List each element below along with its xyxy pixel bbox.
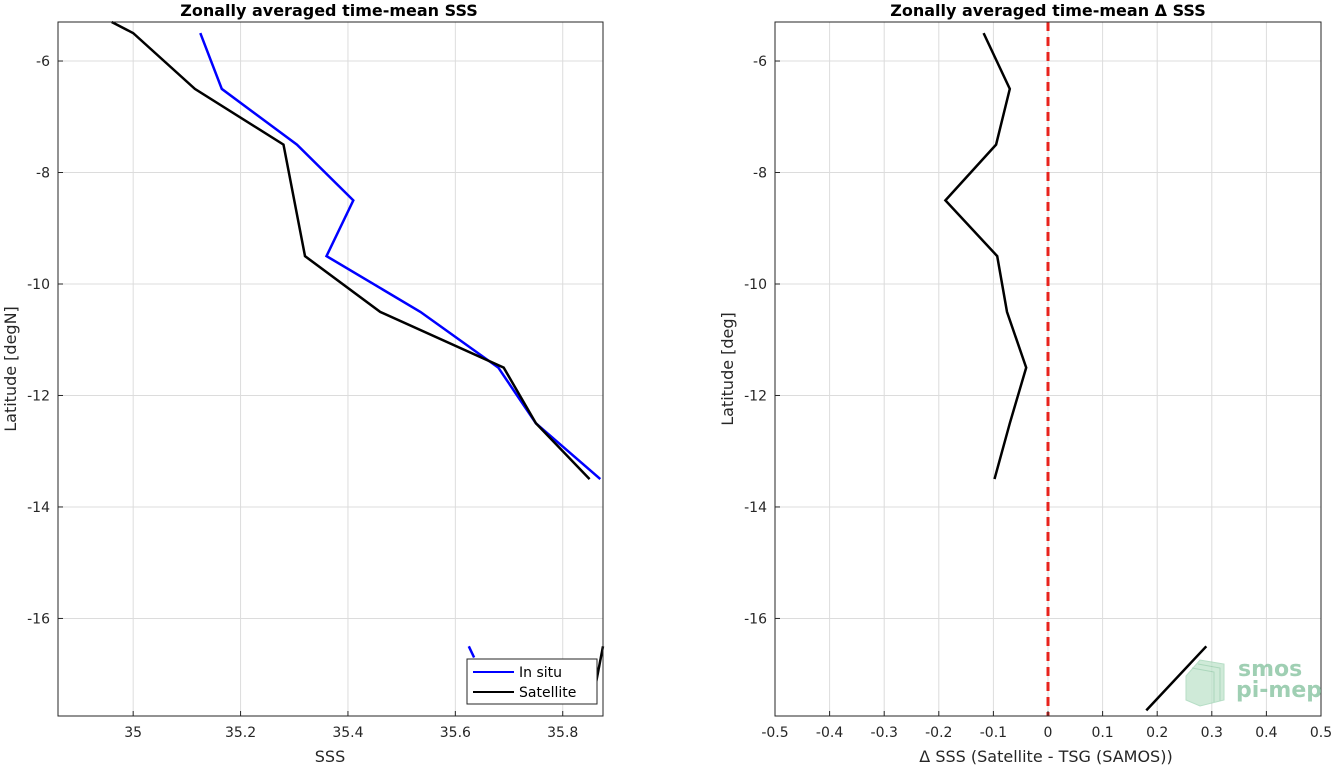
logo-line1: smos [1238, 657, 1302, 682]
delta-sss-x-tick-label: -0.2 [925, 725, 952, 741]
delta-sss-x-tick-label: -0.4 [816, 725, 843, 741]
delta-sss-x-tick-label: 0.5 [1310, 725, 1332, 741]
delta-sss-x-axis-label: Δ SSS (Satellite - TSG (SAMOS)) [919, 747, 1172, 765]
sss-series-satellite-line [111, 20, 591, 480]
sss-y-tick-label: -14 [27, 500, 50, 516]
sss-series-layer [111, 20, 605, 703]
delta-sss-ticks: -0.5 -0.4 -0.3 -0.2 -0.1 0 0.1 0.2 0.3 0.4 0.5 -6 -8… [744, 54, 1332, 741]
delta-sss-series-delta-line [943, 32, 1028, 480]
delta-sss-y-tick-label: -10 [744, 277, 767, 293]
delta-sss-x-tick-label: -0.1 [980, 725, 1007, 741]
legend-box [466, 658, 598, 705]
sss-y-tick-label: -12 [27, 388, 50, 404]
sss-ticks: 35 35.2 35.4 35.6 35.8 -6 -8 -10 -12 -14 -16 [27, 54, 578, 741]
legend-satellite-label: Satellite [519, 685, 576, 701]
sss-x-tick-label: 35.2 [225, 725, 256, 741]
delta-sss-x-tick-label: -0.5 [761, 725, 788, 741]
delta-sss-y-tick-label: -8 [753, 166, 767, 182]
delta-sss-series-delta-line [1145, 645, 1208, 712]
delta-sss-y-axis-label: Latitude [deg] [718, 312, 737, 426]
delta-sss-y-tick-label: -6 [753, 54, 767, 70]
sss-x-axis-label: SSS [315, 747, 345, 765]
sss-series-in-situ-line [467, 645, 476, 659]
smos-pi-mep-logo: smos pi-mep [1185, 657, 1322, 707]
delta-sss-x-tick-label: 0.3 [1201, 725, 1223, 741]
delta-sss-x-tick-label: 0.1 [1091, 725, 1113, 741]
sss-x-tick-label: 35.6 [440, 725, 471, 741]
sss-y-tick-label: -8 [36, 166, 50, 182]
delta-sss-series-layer [943, 22, 1208, 716]
sss-grid [58, 22, 603, 716]
sss-x-tick-label: 35.8 [547, 725, 578, 741]
logo-wave-icon [1185, 659, 1225, 707]
sss-x-tick-label: 35 [124, 725, 142, 741]
sss-y-axis-label: Latitude [degN] [1, 306, 20, 432]
delta-sss-y-tick-label: -14 [744, 500, 767, 516]
delta-sss-chart-title: Zonally averaged time-mean Δ SSS [890, 1, 1206, 20]
delta-sss-x-tick-label: -0.3 [871, 725, 898, 741]
delta-sss-x-tick-label: 0.2 [1146, 725, 1168, 741]
sss-axes-box [57, 21, 604, 717]
sss-legend: In situ Satellite [466, 658, 598, 705]
delta-sss-y-tick-label: -12 [744, 388, 767, 404]
sss-y-tick-label: -10 [27, 277, 50, 293]
sss-series-in-situ-line [199, 32, 602, 481]
sss-chart-title: Zonally averaged time-mean SSS [180, 1, 478, 20]
legend-in-situ-label: In situ [519, 665, 562, 681]
sss-panel: Zonally averaged time-mean SSS 35 35.2 35.… [1, 1, 605, 765]
delta-sss-x-tick-label: 0 [1044, 725, 1053, 741]
sss-y-tick-label: -16 [27, 611, 50, 627]
sss-x-tick-label: 35.4 [332, 725, 363, 741]
delta-sss-y-tick-label: -16 [744, 611, 767, 627]
logo-line2: pi-mep [1236, 678, 1322, 703]
delta-sss-x-tick-label: 0.4 [1255, 725, 1277, 741]
sss-y-tick-label: -6 [36, 54, 50, 70]
delta-sss-panel: Zonally averaged time-mean Δ SSS -0.5 -0.… [718, 1, 1332, 765]
